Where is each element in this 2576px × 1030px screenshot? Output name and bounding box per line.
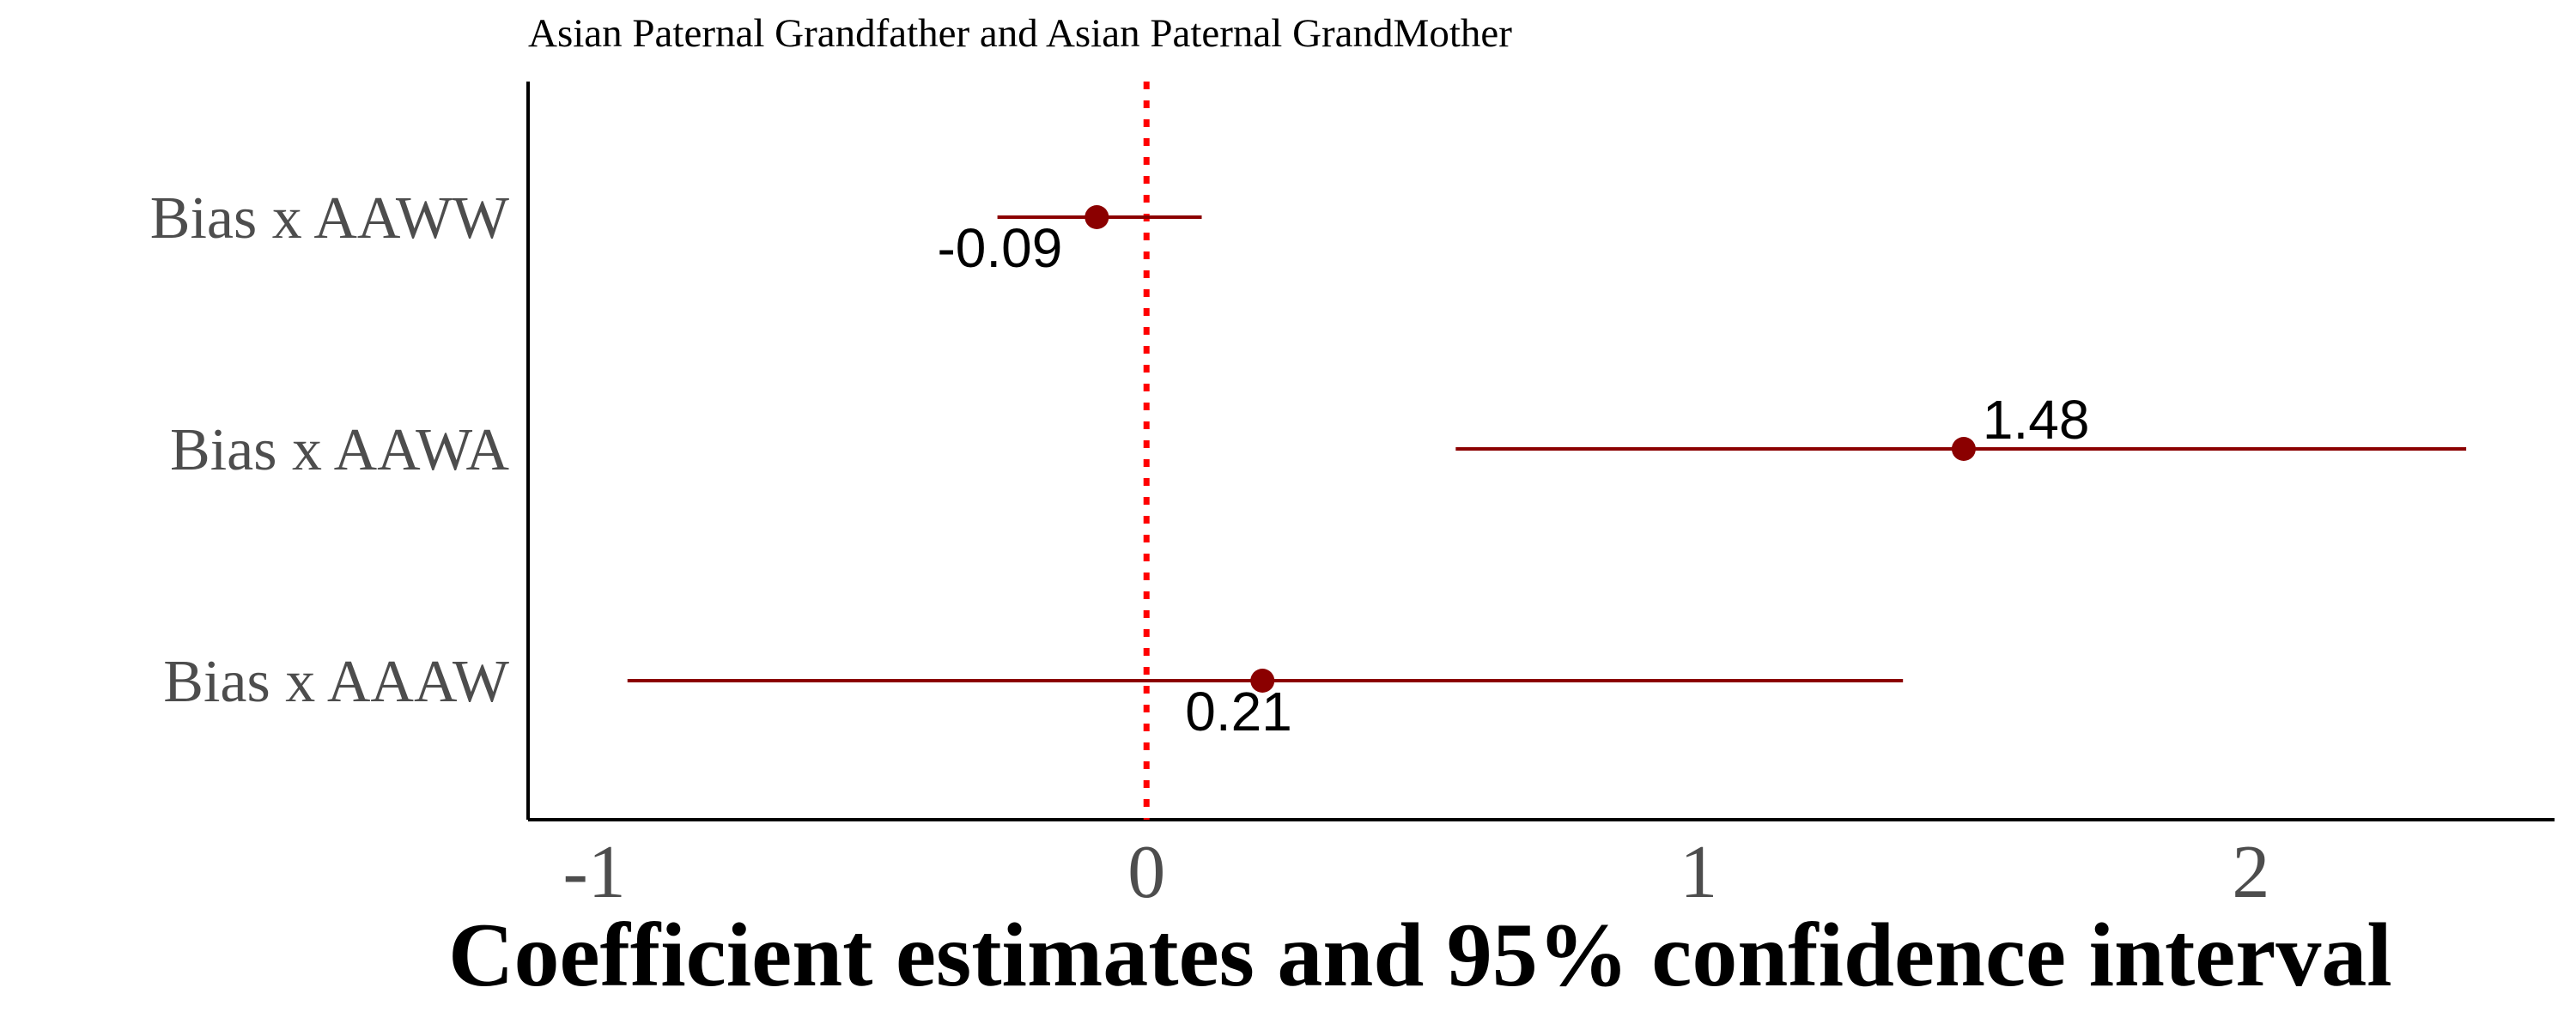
x-tick-label: 2 [2232,831,2269,914]
chart-title: Asian Paternal Grandfather and Asian Pat… [528,11,1512,56]
axes: -1 0 1 2 Bias x AAWW Bias x AAWA Bias x AAAW [150,82,2555,914]
y-category-label: Bias x AAWW [150,185,509,251]
y-category-label: Bias x AAAW [163,649,509,715]
data-marks: -0.09 1.48 0.21 [627,82,2467,820]
value-label: 0.21 [1185,681,1292,742]
estimate-point [1084,205,1109,229]
x-tick-label: -1 [563,831,626,914]
value-label: 1.48 [1983,389,2090,451]
y-category-label: Bias x AAWA [170,417,509,483]
estimate-point [1951,437,1976,461]
estimate-point [1250,669,1275,693]
value-label: -0.09 [937,217,1062,279]
x-axis-title: Coefficient estimates and 95% confidence… [448,905,2392,1005]
x-tick-label: 0 [1127,831,1165,914]
x-tick-label: 1 [1680,831,1717,914]
